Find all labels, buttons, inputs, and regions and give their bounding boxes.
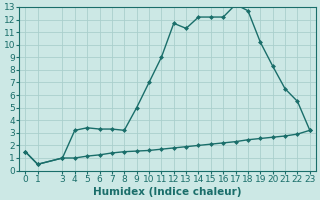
- X-axis label: Humidex (Indice chaleur): Humidex (Indice chaleur): [93, 187, 242, 197]
